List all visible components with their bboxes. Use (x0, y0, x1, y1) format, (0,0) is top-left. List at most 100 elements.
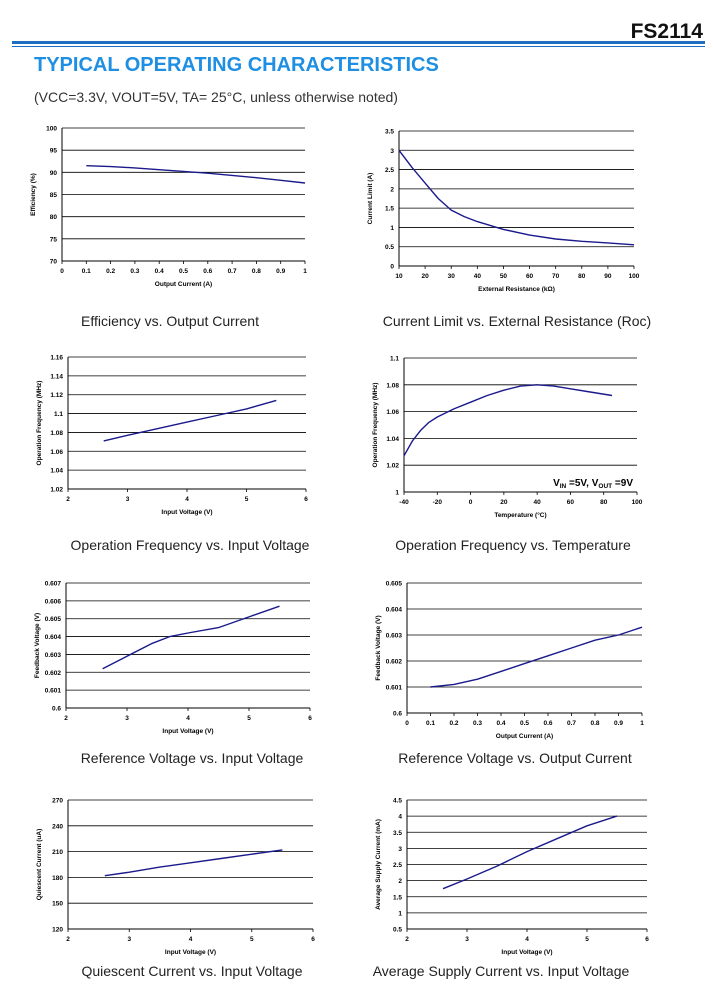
y-tick-label: 0.6 (52, 706, 61, 713)
y-tick-label: 150 (52, 901, 63, 908)
y-tick-label: 0.606 (45, 598, 62, 605)
y-tick-label: 1.04 (386, 436, 399, 443)
y-tick-label: 0.605 (45, 616, 62, 623)
y-tick-label: 75 (50, 236, 58, 243)
y-axis-label: Efficiency (%) (30, 173, 37, 216)
y-tick-label: 2 (390, 186, 394, 193)
x-tick-label: 0.4 (155, 268, 164, 275)
x-tick-label: 0.8 (252, 268, 261, 275)
x-tick-label: 1 (303, 268, 307, 275)
y-axis-label: Operation Frequency (MHz) (372, 383, 379, 468)
y-axis-label: Average Supply Current (mA) (375, 819, 382, 910)
x-axis-label: Output Current (A) (496, 733, 553, 740)
x-tick-label: 3 (125, 715, 129, 722)
y-axis-label: Feedback Voltage (V) (375, 615, 382, 680)
x-tick-label: 3 (465, 936, 469, 943)
y-tick-label: 0.602 (45, 670, 62, 677)
y-tick-label: 4.5 (393, 798, 402, 805)
y-tick-label: 1.04 (50, 468, 63, 475)
y-tick-label: 0.5 (393, 927, 402, 934)
x-tick-label: 0.5 (520, 720, 529, 727)
y-tick-label: 1.1 (54, 411, 63, 418)
x-tick-label: 4 (186, 715, 190, 722)
y-tick-label: 2.5 (393, 862, 402, 869)
x-tick-label: 6 (304, 496, 308, 503)
efficiency-chart: 70 75 80 85 90 95 100 0 0.1 0.2 0.3 0.4 0.5 0.6 0.7 0.8… (30, 126, 307, 289)
y-tick-label: 1.5 (385, 206, 394, 213)
x-tick-label: 50 (500, 273, 508, 280)
y-tick-label: 85 (50, 192, 58, 199)
x-axis-label: Output Current (A) (155, 281, 212, 288)
header-rule (12, 41, 705, 44)
x-tick-label: -40 (399, 499, 409, 506)
y-tick-label: 0.604 (45, 634, 62, 641)
document-header: FS2114 (0, 0, 713, 48)
reference-vs-current-chart: 0.6 0.601 0.602 0.603 0.604 0.605 0 0.1 0.2 0.3 0.… (375, 581, 644, 741)
y-axis-label: Quiescent Current (uA) (36, 829, 43, 901)
x-tick-label: -20 (433, 499, 443, 506)
reference-vs-voltage-chart: 0.6 0.601 0.602 0.603 0.604 0.605 0.606 0.607 2 3… (34, 581, 312, 736)
y-tick-label: 3 (390, 148, 394, 155)
y-tick-label: 1 (390, 225, 394, 232)
x-tick-label: 4 (525, 936, 529, 943)
supply-current-chart: 0.5 1 1.5 2 2.5 3 3.5 4 4.5 2 3 4 5 6 Input Voltage (V… (375, 798, 649, 957)
x-tick-label: 0.7 (228, 268, 237, 275)
series-line (442, 815, 618, 890)
y-tick-label: 1.14 (50, 373, 63, 380)
x-tick-label: 4 (189, 936, 193, 943)
y-tick-label: 80 (50, 214, 58, 221)
y-axis-label: Operation Frequency (MHz) (36, 381, 43, 466)
y-tick-label: 4 (398, 814, 402, 821)
x-tick-label: 6 (308, 715, 312, 722)
x-tick-label: 0 (405, 720, 409, 727)
conditions-annotation: VIN =5V, VOUT =9V (553, 478, 633, 490)
frequency-vs-temperature-chart: 1 1.02 1.04 1.06 1.08 1.1 -40 -20 0 20 40 60 80 100 Te… (372, 356, 643, 520)
x-tick-label: 2 (66, 936, 70, 943)
quiescent-current-chart: 120 150 180 210 240 270 2 3 4 5 6 Input Voltage (V)… (36, 798, 315, 957)
x-tick-label: 70 (552, 273, 560, 280)
section-title: TYPICAL OPERATING CHARACTERISTICS (34, 54, 439, 76)
x-tick-label: 0.9 (614, 720, 623, 727)
caption-frequency-voltage: Operation Frequency vs. Input Voltage (70, 537, 310, 553)
x-tick-label: 3 (127, 936, 131, 943)
y-tick-label: 0.607 (45, 581, 62, 588)
y-tick-label: 1.02 (386, 463, 399, 470)
y-tick-label: 1.08 (386, 382, 399, 389)
x-tick-label: 4 (185, 496, 189, 503)
y-tick-label: 1.16 (50, 355, 63, 362)
y-tick-label: 1 (398, 910, 402, 917)
x-tick-label: 40 (474, 273, 482, 280)
x-tick-label: 5 (585, 936, 589, 943)
series-line (102, 605, 280, 670)
x-tick-label: 0.3 (473, 720, 482, 727)
x-axis-label: Temperature (°C) (494, 511, 546, 519)
y-tick-label: 1 (395, 490, 399, 497)
series-line (403, 384, 613, 457)
x-tick-label: 100 (629, 273, 640, 280)
y-tick-label: 270 (52, 798, 63, 805)
x-tick-label: 6 (311, 936, 315, 943)
y-tick-label: 0.604 (386, 607, 403, 614)
y-tick-label: 1.02 (50, 487, 63, 494)
x-tick-label: 0.1 (426, 720, 435, 727)
x-tick-label: 0.2 (449, 720, 458, 727)
y-tick-label: 0.601 (386, 685, 403, 692)
series-line (86, 165, 306, 184)
x-tick-label: 2 (64, 715, 68, 722)
x-axis-label: External Resistance (kΩ) (478, 286, 555, 293)
x-tick-label: 80 (600, 499, 608, 506)
y-tick-label: 1.1 (390, 356, 399, 363)
header-rule-thin (12, 46, 705, 47)
caption-reference-voltage: Reference Voltage vs. Input Voltage (80, 750, 304, 766)
x-tick-label: 2 (405, 936, 409, 943)
y-tick-label: 1.08 (50, 430, 63, 437)
x-tick-label: 2 (66, 496, 70, 503)
series-line (103, 399, 277, 442)
x-tick-label: 5 (245, 496, 249, 503)
x-axis-label: Input Voltage (V) (162, 728, 213, 735)
x-tick-label: 0 (60, 268, 64, 275)
caption-supply-current: Average Supply Current vs. Input Voltage (372, 963, 630, 979)
series-line (398, 149, 635, 246)
caption-quiescent: Quiescent Current vs. Input Voltage (81, 963, 303, 979)
caption-reference-current: Reference Voltage vs. Output Current (398, 750, 632, 766)
